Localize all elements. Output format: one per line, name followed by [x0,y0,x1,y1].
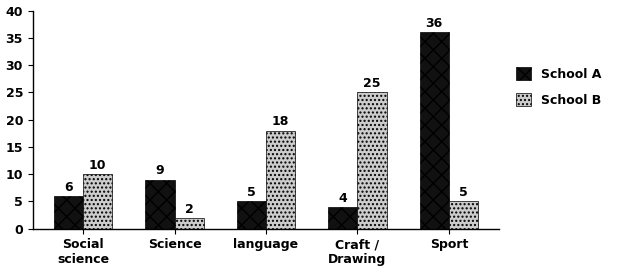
Text: 9: 9 [156,165,164,177]
Text: 25: 25 [364,77,381,90]
Text: 4: 4 [339,192,347,205]
Text: 6: 6 [64,181,73,194]
Text: 18: 18 [272,115,289,128]
Bar [145,180,175,229]
Text: 5: 5 [459,186,468,199]
Text: 36: 36 [426,17,443,30]
Bar [449,202,478,229]
Bar [266,131,295,229]
Bar [83,174,113,229]
Bar [54,196,83,229]
Bar [328,207,358,229]
Text: 2: 2 [185,203,193,216]
Text: 10: 10 [89,159,106,172]
Bar [420,32,449,229]
Text: 5: 5 [247,186,256,199]
Bar [358,92,387,229]
Legend: School A, School B: School A, School B [510,61,608,113]
Bar [237,202,266,229]
Bar [175,218,204,229]
